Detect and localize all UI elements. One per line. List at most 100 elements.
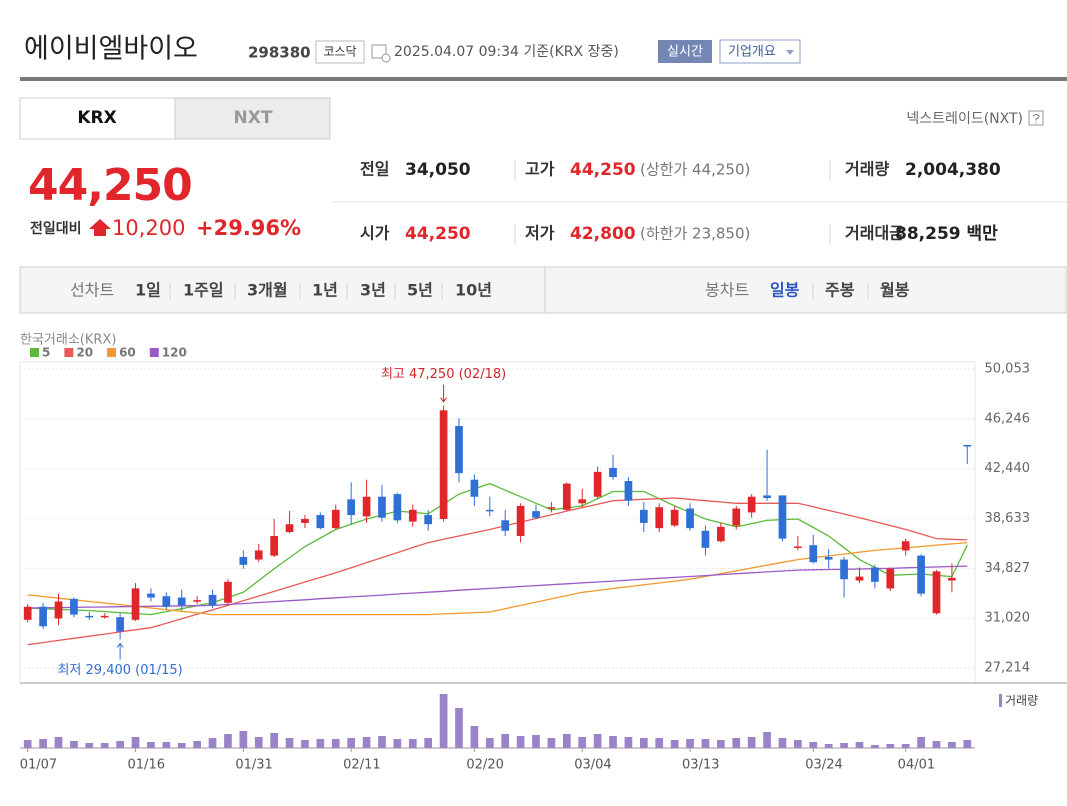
y-tick-label: 31,020 <box>985 611 1031 626</box>
volume-bar <box>331 739 340 748</box>
candle-body <box>624 481 633 501</box>
period-option[interactable]: 3년 <box>360 281 386 300</box>
legend-label: 60 <box>119 346 136 360</box>
volume-bar <box>747 737 756 748</box>
candle-body <box>455 426 463 474</box>
quote-note: (상한가 44,250) <box>640 161 750 179</box>
period-option[interactable]: 1년 <box>312 281 338 300</box>
candle-body <box>239 556 248 565</box>
candle-body <box>901 541 910 551</box>
candle-body <box>23 606 32 620</box>
exchange-link[interactable]: 넥스트레이드(NXT) <box>906 111 1023 127</box>
candle-body <box>208 594 217 606</box>
volume-bar <box>54 737 63 748</box>
volume-bar <box>316 739 325 748</box>
quote-label: 저가 <box>525 224 555 243</box>
period-option[interactable]: 5년 <box>407 281 433 300</box>
quote-value: 42,800 <box>570 224 636 244</box>
candle-body <box>562 483 571 510</box>
y-tick-label: 27,214 <box>985 661 1031 676</box>
candle-body <box>470 479 479 497</box>
x-tick-label: 02/11 <box>343 758 380 773</box>
volume-bar <box>732 738 741 748</box>
period-option[interactable]: 1일 <box>135 281 161 300</box>
volume-bar <box>871 745 879 748</box>
quote-label: 전일 <box>360 160 389 179</box>
moving-average <box>27 497 968 646</box>
x-tick-label: 02/20 <box>466 758 503 773</box>
realtime[interactable]: 실시간 <box>667 45 703 60</box>
candle-body <box>362 496 371 517</box>
volume-bar <box>362 737 371 748</box>
legend-label: 5 <box>42 346 50 360</box>
candle-body <box>424 515 433 525</box>
change-label: 전일대비 <box>30 220 82 237</box>
volume-bar <box>270 733 279 748</box>
candle-option[interactable]: 주봉 <box>825 281 855 300</box>
period-option[interactable]: 10년 <box>455 281 492 300</box>
volume-bar <box>547 738 556 748</box>
candle-body <box>686 508 694 529</box>
volume-bar <box>794 740 802 748</box>
volume-bar <box>686 739 694 748</box>
candle-body <box>254 550 263 560</box>
help-icon[interactable] <box>1028 110 1044 126</box>
candle-body <box>917 555 925 594</box>
volume-bar <box>162 742 171 748</box>
company-info-button[interactable] <box>719 39 801 64</box>
volume-bar <box>655 738 664 748</box>
y-tick-label: 38,633 <box>985 511 1031 526</box>
volume-bar <box>254 737 263 748</box>
volume-bar <box>485 738 494 748</box>
candle-option[interactable]: 월봉 <box>880 281 910 300</box>
y-tick-label: 42,440 <box>985 461 1031 476</box>
stock-code: 298380 <box>248 44 311 62</box>
candle-body <box>655 507 664 529</box>
volume-bar <box>716 740 725 748</box>
candle-body <box>193 600 201 602</box>
volume-bar <box>131 737 140 748</box>
volume-bar <box>516 736 525 748</box>
candle-body <box>778 495 787 539</box>
change: 10,200 <box>112 216 185 240</box>
company-info[interactable]: 기업개요 <box>728 45 776 60</box>
candle-body <box>824 556 833 560</box>
volume-bar <box>455 708 463 748</box>
quote-value: 44,250 <box>405 224 471 244</box>
period-option[interactable]: 1주일 <box>183 281 224 300</box>
candle-body <box>85 615 94 618</box>
legend-label: 120 <box>162 346 187 360</box>
quote-label: 거래대금 <box>845 224 904 243</box>
candle-body <box>162 596 171 607</box>
volume-bar <box>70 741 78 748</box>
volume-bar <box>855 742 864 748</box>
tab-label[interactable]: NXT <box>234 108 273 128</box>
candle-body <box>871 567 879 582</box>
x-tick-label: 01/31 <box>235 758 272 773</box>
candle-body <box>100 615 109 618</box>
candle-body <box>316 515 325 529</box>
period-option[interactable]: 3개월 <box>247 281 288 300</box>
quote-label: 시가 <box>360 224 390 243</box>
candle-body <box>331 509 340 529</box>
candle-body <box>963 445 972 447</box>
tab-label[interactable]: KRX <box>77 108 116 128</box>
line-chart-label: 선차트 <box>70 281 114 300</box>
volume-bar <box>393 739 402 748</box>
candle-chart-label: 봉차트 <box>705 281 749 300</box>
tab-nxt[interactable] <box>174 97 331 140</box>
realtime-badge[interactable] <box>658 40 712 63</box>
candle-body <box>547 507 556 509</box>
plot-frame <box>19 361 976 684</box>
x-tick-label: 03/04 <box>574 758 611 773</box>
x-tick-label: 01/07 <box>20 758 57 773</box>
moving-average <box>27 482 968 616</box>
volume-bar <box>39 739 47 748</box>
legend-swatch <box>64 348 74 357</box>
tab-krx[interactable] <box>19 97 176 140</box>
candle-option[interactable]: 일봉 <box>770 281 800 300</box>
volume-bar <box>208 738 217 748</box>
candle-body <box>609 467 617 478</box>
legend-label: 20 <box>76 346 93 360</box>
